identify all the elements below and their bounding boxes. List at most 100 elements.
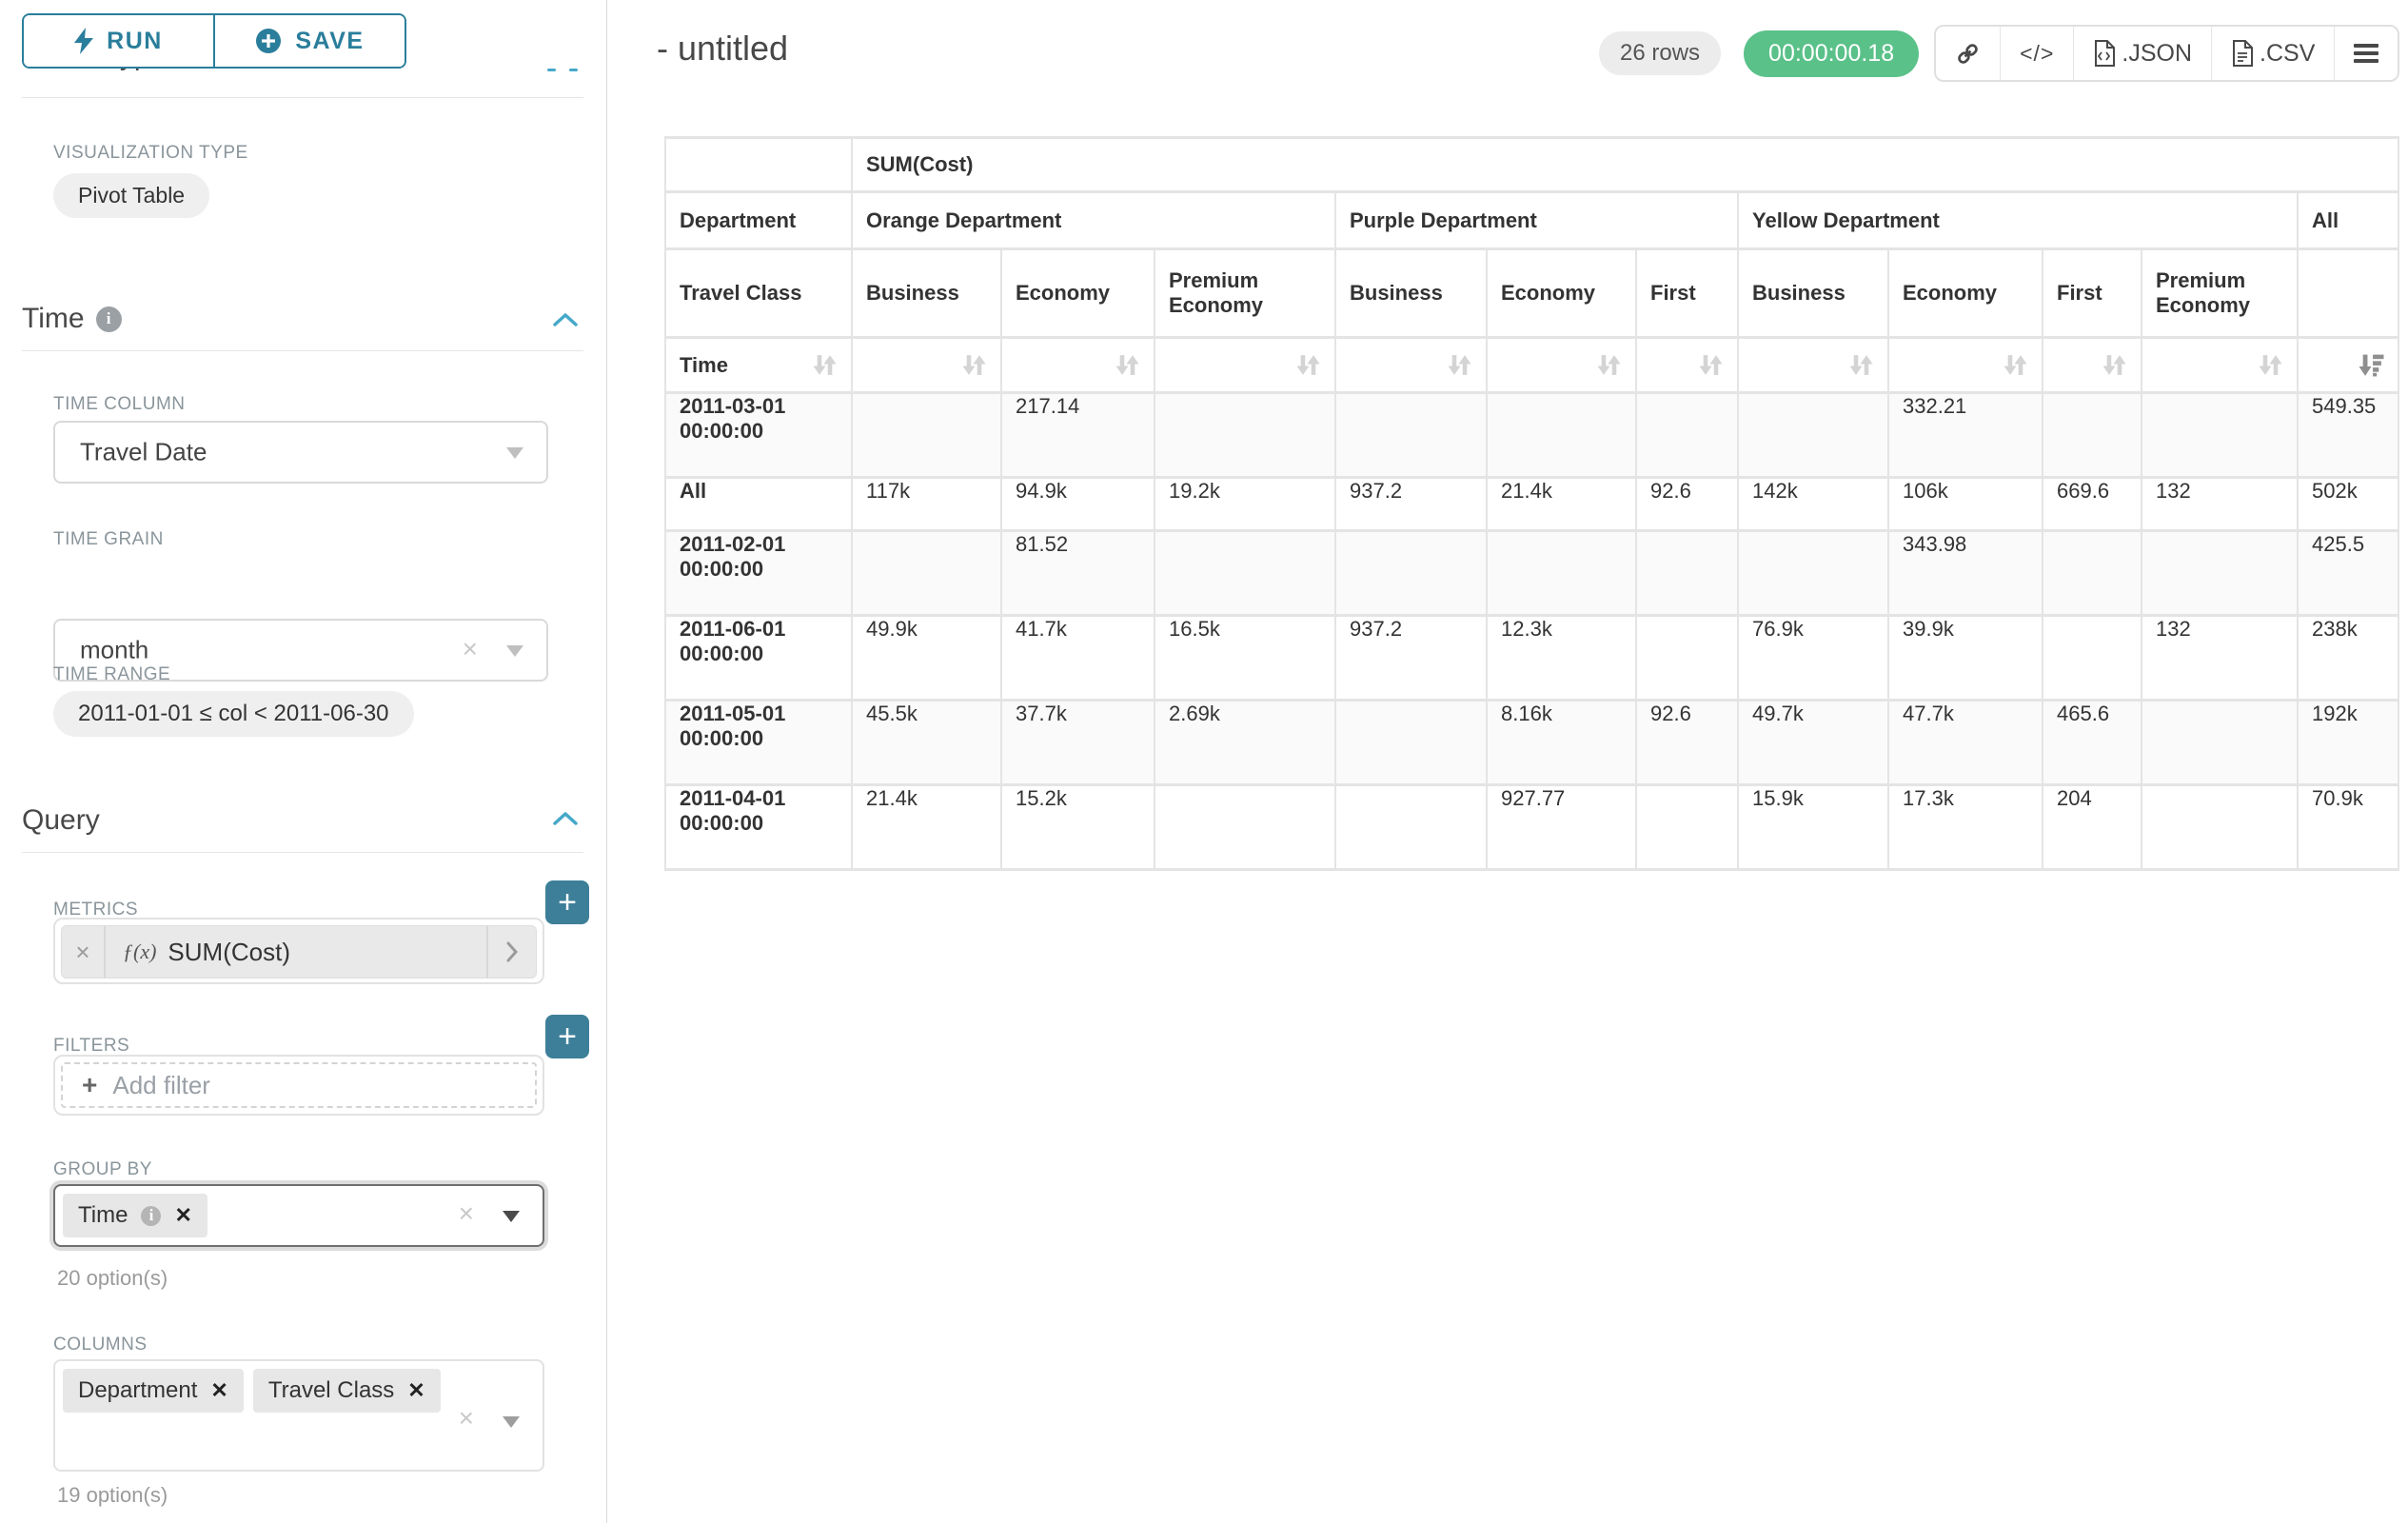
sort-icon[interactable] bbox=[961, 352, 987, 378]
row-header-cell: 2011-06-01 00:00:00 bbox=[666, 617, 851, 699]
value-cell bbox=[1336, 702, 1486, 783]
remove-pill-icon[interactable]: ✕ bbox=[174, 1203, 192, 1227]
row-header-cell: All bbox=[666, 479, 851, 529]
menu-button[interactable] bbox=[2334, 27, 2398, 80]
sort-icon[interactable] bbox=[1698, 352, 1724, 378]
link-icon bbox=[1958, 43, 1978, 64]
sort-icon[interactable] bbox=[1447, 352, 1472, 378]
travel-class-column-header: Economy bbox=[1889, 250, 2042, 336]
group-by-select[interactable]: Time i ✕ × bbox=[53, 1184, 544, 1247]
query-timer-badge: 00:00:00.18 bbox=[1744, 30, 1920, 77]
value-cell: 2.69k bbox=[1155, 702, 1334, 783]
clear-icon[interactable]: × bbox=[462, 634, 478, 663]
pivot-table: SUM(Cost) Department Orange Department Purp… bbox=[664, 136, 2399, 871]
value-cell: 669.6 bbox=[2043, 479, 2141, 529]
dimension-pill[interactable]: Time i ✕ bbox=[63, 1194, 207, 1237]
sort-icon[interactable] bbox=[1848, 352, 1874, 378]
pill-label: Time bbox=[78, 1202, 128, 1228]
row-header-cell: 2011-04-01 00:00:00 bbox=[666, 786, 851, 868]
visualization-type-chip[interactable]: Pivot Table bbox=[53, 173, 210, 218]
chevron-down-icon bbox=[506, 447, 523, 459]
time-range-chip[interactable]: 2011-01-01 ≤ col < 2011-06-30 bbox=[53, 691, 414, 737]
collapse-time-chevron-icon[interactable] bbox=[552, 312, 579, 327]
value-cell: 37.7k bbox=[1002, 702, 1154, 783]
add-filter-plus-button[interactable]: + bbox=[545, 1015, 589, 1058]
header-badges: 26 rows 00:00:00.18 </> bbox=[1599, 25, 2400, 82]
value-cell bbox=[2043, 394, 2141, 476]
department-group-header: Yellow Department bbox=[1739, 193, 2297, 247]
value-cell: 106k bbox=[1889, 479, 2042, 529]
sort-icon[interactable] bbox=[1295, 352, 1321, 378]
save-button[interactable]: SAVE bbox=[213, 15, 405, 67]
metric-pill[interactable]: × ƒ(x) SUM(Cost) bbox=[61, 925, 537, 979]
value-cell: 132 bbox=[2142, 479, 2297, 529]
time-section-title: Time bbox=[22, 303, 85, 334]
value-cell bbox=[1739, 532, 1887, 614]
sort-icon[interactable] bbox=[2258, 352, 2283, 378]
table-row: 2011-04-01 00:00:00 21.4k 15.2k 927.77 15.9k… bbox=[666, 786, 2398, 868]
time-column-select[interactable]: Travel Date bbox=[53, 421, 548, 484]
travel-class-column-header bbox=[2299, 250, 2398, 336]
value-cell bbox=[2043, 617, 2141, 699]
travel-class-column-header: Business bbox=[1336, 250, 1486, 336]
department-group-header: All bbox=[2299, 193, 2398, 247]
value-cell bbox=[1637, 532, 1737, 614]
hamburger-icon bbox=[2354, 40, 2379, 67]
clear-icon[interactable]: × bbox=[458, 1403, 474, 1433]
query-section-title: Query bbox=[22, 804, 100, 836]
dimension-pill[interactable]: Travel Class ✕ bbox=[252, 1369, 441, 1413]
row-header-cell: 2011-05-01 00:00:00 bbox=[666, 702, 851, 783]
time-column-label: TIME COLUMN bbox=[53, 394, 186, 414]
remove-metric-icon[interactable]: × bbox=[62, 926, 106, 978]
value-cell bbox=[1155, 394, 1334, 476]
sort-desc-active-icon[interactable] bbox=[2359, 352, 2384, 378]
control-panel: Chart Type RUN SAVE VISUALIZATION TYPE P… bbox=[0, 0, 607, 1523]
group-by-label: GROUP BY bbox=[53, 1159, 152, 1179]
chart-title[interactable]: - untitled bbox=[657, 29, 789, 68]
travel-class-column-header: First bbox=[1637, 250, 1737, 336]
export-toolbar: </> .JSON .CSV bbox=[1934, 25, 2400, 82]
value-cell: 49.9k bbox=[853, 617, 1000, 699]
remove-pill-icon[interactable]: ✕ bbox=[407, 1378, 425, 1402]
row-header-cell: 2011-02-01 00:00:00 bbox=[666, 532, 851, 614]
sort-icon[interactable] bbox=[812, 352, 838, 378]
copy-link-button[interactable] bbox=[1936, 27, 2000, 80]
file-code-icon bbox=[2095, 40, 2116, 67]
value-cell bbox=[853, 394, 1000, 476]
filters-box: + Add filter bbox=[53, 1055, 544, 1116]
value-cell bbox=[1155, 532, 1334, 614]
sort-icon[interactable] bbox=[2102, 352, 2127, 378]
value-cell bbox=[1637, 394, 1737, 476]
chevron-down-icon bbox=[503, 1416, 520, 1428]
export-csv-button[interactable]: .CSV bbox=[2211, 27, 2334, 80]
clear-icon[interactable]: × bbox=[458, 1198, 474, 1228]
value-cell: 81.52 bbox=[1002, 532, 1154, 614]
value-cell: 8.16k bbox=[1488, 702, 1635, 783]
dimension-pill[interactable]: Department ✕ bbox=[63, 1369, 244, 1413]
value-cell: 76.9k bbox=[1739, 617, 1887, 699]
embed-code-button[interactable]: </> bbox=[2000, 27, 2073, 80]
export-json-button[interactable]: .JSON bbox=[2073, 27, 2211, 80]
collapse-query-chevron-icon[interactable] bbox=[552, 811, 579, 826]
sort-icon[interactable] bbox=[1115, 352, 1140, 378]
time-column-value: Travel Date bbox=[80, 437, 207, 466]
sort-icon[interactable] bbox=[1596, 352, 1622, 378]
columns-select[interactable]: Department ✕ Travel Class ✕ × bbox=[53, 1359, 544, 1472]
info-icon: i bbox=[95, 306, 122, 332]
run-button[interactable]: RUN bbox=[24, 15, 213, 67]
chevron-down-icon bbox=[503, 1211, 520, 1222]
travel-class-column-header: First bbox=[2043, 250, 2141, 336]
add-filter-button[interactable]: + Add filter bbox=[61, 1062, 537, 1108]
row-count-badge: 26 rows bbox=[1599, 31, 1722, 75]
pill-label: Travel Class bbox=[267, 1377, 395, 1403]
travel-class-column-header: Economy bbox=[1488, 250, 1635, 336]
time-range-label: TIME RANGE bbox=[53, 664, 171, 684]
expand-metric-chevron-icon[interactable] bbox=[486, 926, 536, 978]
travel-class-column-header: Premium Economy bbox=[1155, 250, 1334, 336]
columns-label: COLUMNS bbox=[53, 1335, 148, 1355]
time-grain-select[interactable]: month × bbox=[53, 619, 548, 682]
remove-pill-icon[interactable]: ✕ bbox=[210, 1378, 228, 1402]
travel-class-column-header: Economy bbox=[1002, 250, 1154, 336]
add-metric-button[interactable]: + bbox=[545, 880, 589, 924]
sort-icon[interactable] bbox=[2003, 352, 2028, 378]
